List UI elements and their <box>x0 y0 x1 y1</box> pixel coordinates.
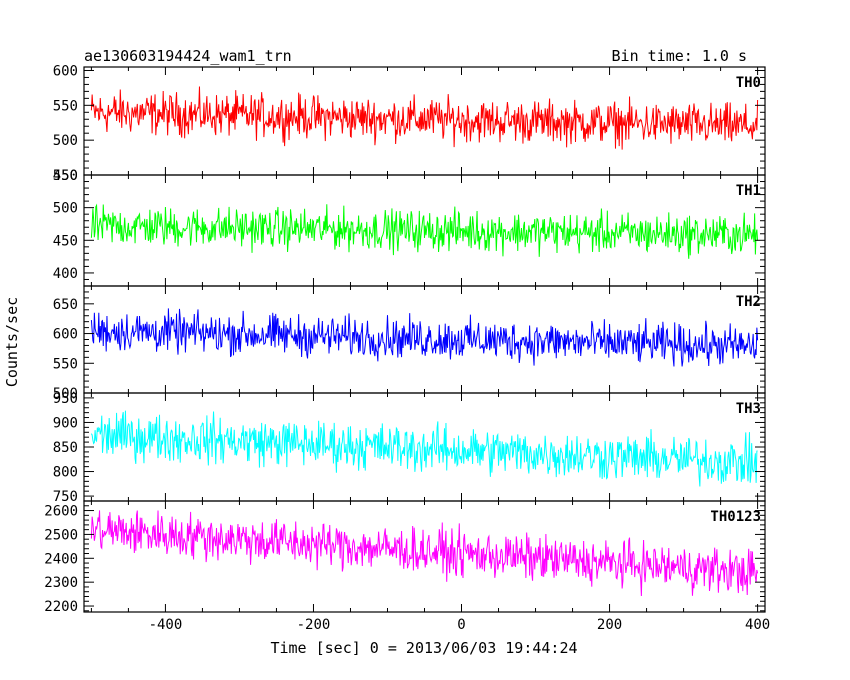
bin-time-label: Bin time: 1.0 s <box>612 47 747 65</box>
y-tick-label: 650 <box>53 297 78 313</box>
panel-label-th0: TH0 <box>736 75 761 91</box>
y-tick-label: 2200 <box>44 599 78 615</box>
y-tick-label: 950 <box>53 391 78 407</box>
y-tick-label: 900 <box>53 415 78 431</box>
panel-label-th1: TH1 <box>736 183 761 199</box>
x-tick-label: -400 <box>149 617 183 633</box>
panel-label-th0123: TH0123 <box>710 509 761 525</box>
y-tick-label: 550 <box>53 168 78 184</box>
y-tick-label: 850 <box>53 440 78 456</box>
x-axis-label: Time [sec] 0 = 2013/06/03 19:44:24 <box>270 639 577 657</box>
panels-group: 450 500 550 600 TH0 400 450 500 550 TH1 500 550 600 6… <box>44 63 770 633</box>
y-tick-label: 2500 <box>44 527 78 543</box>
panel-label-th2: TH2 <box>736 294 761 310</box>
x-tick-label: -200 <box>297 617 331 633</box>
y-tick-label: 750 <box>53 489 78 505</box>
series-line-th0 <box>90 86 759 150</box>
y-tick-label: 2600 <box>44 504 78 520</box>
y-tick-label: 550 <box>53 356 78 372</box>
y-tick-label: 2300 <box>44 575 78 591</box>
panel-th2: 500 550 600 650 TH2 <box>53 285 766 402</box>
x-tick-label: 200 <box>597 617 622 633</box>
x-tick-label: 0 <box>457 617 465 633</box>
x-tick-label: 400 <box>745 617 770 633</box>
series-line-th1 <box>90 203 759 259</box>
plot-title: ae130603194424_wam1_trn <box>84 47 292 65</box>
y-tick-label: 550 <box>53 98 78 114</box>
y-axis-label: Counts/sec <box>3 297 21 387</box>
panel-label-th3: TH3 <box>736 401 761 417</box>
panel-th1: 400 450 500 550 TH1 <box>53 168 766 287</box>
y-tick-label: 2400 <box>44 551 78 567</box>
y-tick-label: 500 <box>53 133 78 149</box>
y-tick-label: 800 <box>53 465 78 481</box>
panel-th0123: 2200 2300 2400 2500 2600 TH0123 <box>44 500 766 615</box>
y-tick-label: 400 <box>53 266 78 282</box>
series-line-th3 <box>90 410 758 487</box>
y-tick-label: 600 <box>53 63 78 79</box>
y-tick-label: 450 <box>53 168 78 184</box>
y-tick-label: 500 <box>53 386 78 402</box>
series-line-th0123 <box>90 510 759 597</box>
y-tick-label: 450 <box>53 233 78 249</box>
series-line-th2 <box>90 308 759 367</box>
panel-th0: 450 500 550 600 TH0 <box>53 63 766 184</box>
y-tick-label: 500 <box>53 201 78 217</box>
panel-th3: 750 800 850 900 950 TH3 <box>53 391 766 505</box>
y-tick-label: 600 <box>53 327 78 343</box>
